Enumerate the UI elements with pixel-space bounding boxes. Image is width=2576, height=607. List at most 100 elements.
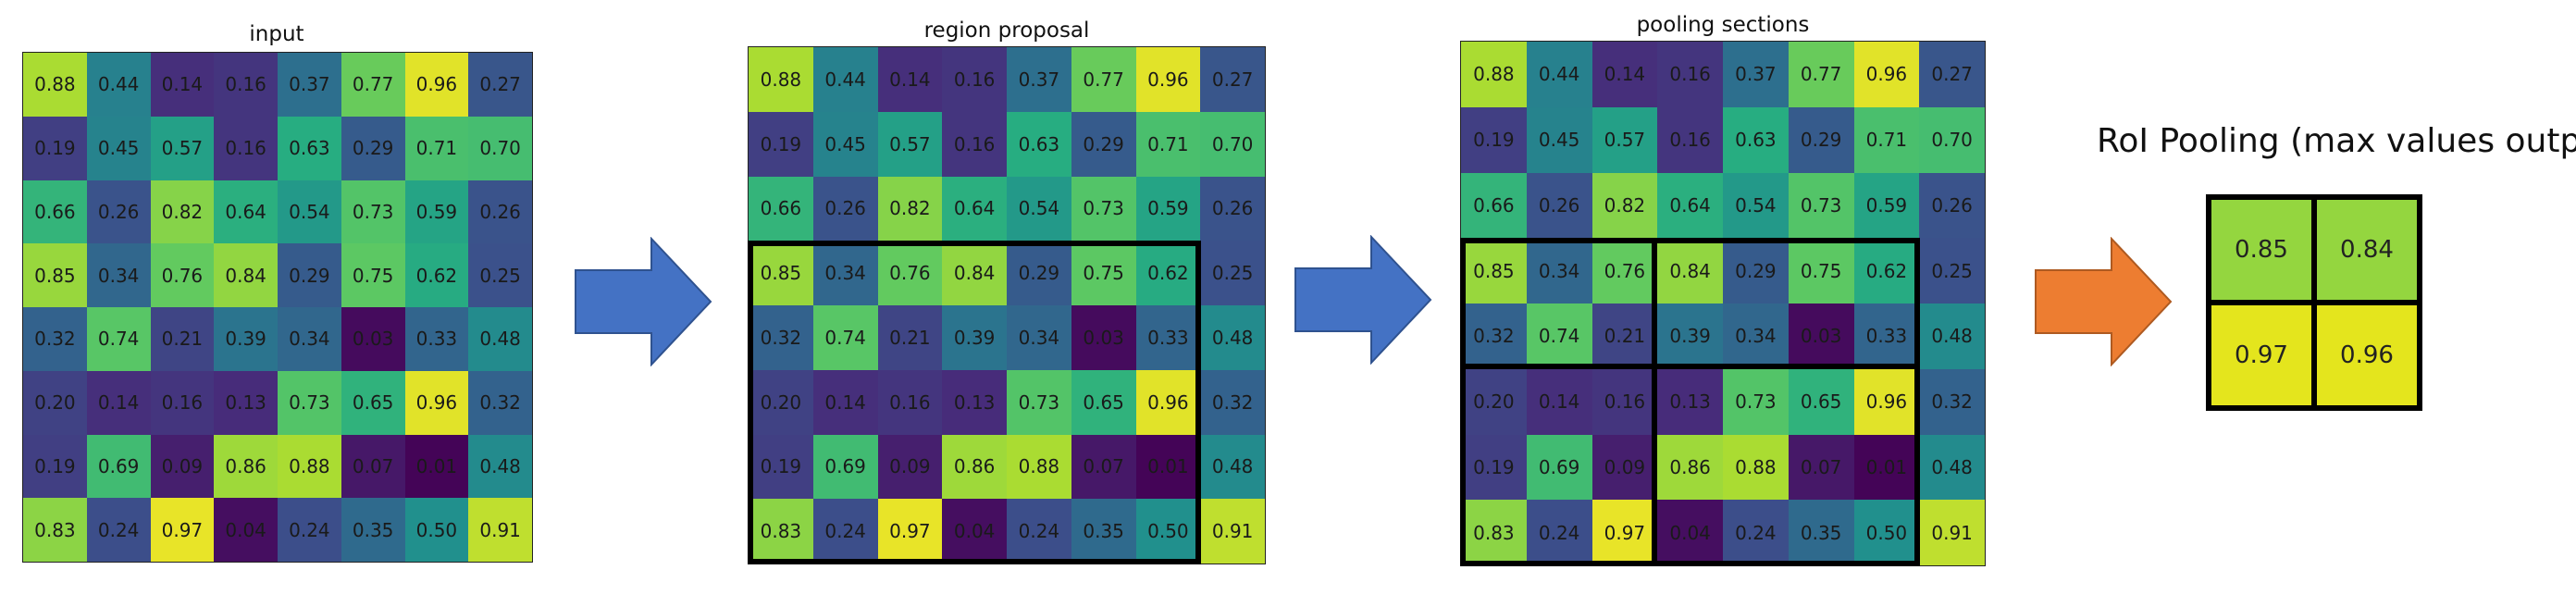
heatmap-cell: 0.74 (86, 307, 151, 371)
input-heatmap: 0.88 0.44 0.14 0.16 0.37 0.77 0.96 0.27 0.19 0.45… (22, 52, 533, 563)
heatmap-cell: 0.50 (404, 498, 469, 562)
heatmap-cell: 0.26 (1200, 176, 1265, 242)
heatmap-cell: 0.21 (1591, 304, 1658, 369)
heatmap-cell: 0.73 (1071, 176, 1136, 242)
heatmap-cell: 0.88 (23, 53, 87, 117)
heatmap-cell: 0.71 (404, 116, 469, 180)
heatmap-cell: 0.19 (23, 434, 87, 499)
output-grid: 0.85 0.84 0.97 0.96 (2206, 194, 2422, 411)
heatmap-cell: 0.25 (1200, 241, 1265, 305)
heatmap-cell: 0.01 (1135, 434, 1201, 500)
heatmap-cell: 0.26 (812, 176, 878, 242)
heatmap-cell: 0.14 (150, 53, 215, 117)
heatmap-cell: 0.65 (341, 370, 405, 435)
heatmap-cell: 0.96 (404, 53, 469, 117)
heatmap-cell: 0.24 (812, 499, 878, 564)
heatmap-cell: 0.16 (942, 111, 1007, 177)
heatmap-cell: 0.85 (749, 241, 813, 305)
heatmap-cell: 0.29 (1723, 238, 1789, 304)
heatmap-cell: 0.62 (1135, 241, 1201, 305)
heatmap-cell: 0.21 (877, 305, 943, 370)
heatmap-cell: 0.20 (749, 369, 813, 435)
heatmap-cell: 0.20 (1461, 368, 1527, 435)
heatmap-cell: 0.57 (1591, 106, 1658, 173)
output-cell: 0.84 (2317, 200, 2417, 300)
heatmap-cell: 0.71 (1135, 111, 1201, 177)
heatmap-cell: 0.33 (1135, 305, 1201, 370)
heatmap-cell: 0.27 (1919, 42, 1985, 107)
heatmap-cell: 0.04 (942, 499, 1007, 564)
heatmap-cell: 0.16 (1657, 42, 1723, 107)
heatmap-cell: 0.84 (942, 241, 1007, 305)
heatmap-cell: 0.85 (1461, 238, 1527, 304)
heatmap-cell: 0.01 (404, 434, 469, 499)
heatmap-cell: 0.77 (341, 53, 405, 117)
heatmap-cell: 0.88 (749, 47, 813, 112)
heatmap-cell: 0.75 (341, 243, 405, 307)
heatmap-cell: 0.76 (1591, 238, 1658, 304)
heatmap-cell: 0.44 (1526, 42, 1592, 107)
heatmap-cell: 0.27 (1200, 47, 1265, 112)
heatmap-cell: 0.76 (150, 243, 215, 307)
heatmap-cell: 0.91 (1200, 499, 1265, 564)
heatmap-cell: 0.33 (404, 307, 469, 371)
arrow-right-icon (1294, 235, 1432, 365)
heatmap-cell: 0.37 (1007, 47, 1071, 112)
heatmap-cell: 0.86 (942, 434, 1007, 500)
heatmap-cell: 0.50 (1853, 500, 1920, 565)
heatmap-cell: 0.14 (877, 47, 943, 112)
heatmap-cell: 0.16 (214, 116, 278, 180)
heatmap-cell: 0.97 (1591, 500, 1658, 565)
heatmap-cell: 0.77 (1071, 47, 1136, 112)
heatmap-cell: 0.64 (214, 180, 278, 244)
heatmap-cell: 0.09 (150, 434, 215, 499)
heatmap-cell: 0.35 (1788, 500, 1854, 565)
heatmap-cell: 0.73 (341, 180, 405, 244)
heatmap-cell: 0.88 (1007, 434, 1071, 500)
heatmap-cell: 0.32 (749, 305, 813, 370)
heatmap-cell: 0.04 (1657, 500, 1723, 565)
heatmap-cell: 0.54 (278, 180, 341, 244)
output-cell: 0.97 (2211, 305, 2311, 405)
arrow-right-icon (2035, 237, 2173, 366)
heatmap-cell: 0.86 (214, 434, 278, 499)
heatmap-cell: 0.13 (1657, 368, 1723, 435)
heatmap-cell: 0.54 (1723, 172, 1789, 239)
heatmap-cell: 0.39 (214, 307, 278, 371)
heatmap-cell: 0.85 (23, 243, 87, 307)
heatmap-cell: 0.04 (214, 498, 278, 562)
heatmap-cell: 0.01 (1853, 434, 1920, 501)
heatmap-cell: 0.62 (404, 243, 469, 307)
heatmap-cell: 0.48 (1919, 434, 1985, 501)
heatmap-cell: 0.59 (1853, 172, 1920, 239)
heatmap-cell: 0.63 (1723, 106, 1789, 173)
heatmap-cell: 0.82 (1591, 172, 1658, 239)
region-proposal-heatmap: 0.88 0.44 0.14 0.16 0.37 0.77 0.96 0.27 0.19 0.45… (748, 46, 1266, 564)
heatmap-cell: 0.35 (1071, 499, 1136, 564)
heatmap-cell: 0.19 (749, 434, 813, 500)
heatmap-cell: 0.96 (1853, 42, 1920, 107)
heatmap-cell: 0.34 (1526, 238, 1592, 304)
heatmap-cell: 0.65 (1071, 369, 1136, 435)
heatmap-cell: 0.59 (404, 180, 469, 244)
output-title: RoI Pooling (max values output) (2097, 122, 2576, 160)
panel-title-pooling-sections: pooling sections (1636, 13, 1810, 37)
heatmap-cell: 0.14 (812, 369, 878, 435)
heatmap-cell: 0.69 (1526, 434, 1592, 501)
heatmap-cell: 0.14 (1526, 368, 1592, 435)
heatmap-cell: 0.16 (1657, 106, 1723, 173)
heatmap-cell: 0.91 (468, 498, 532, 562)
heatmap-cell: 0.65 (1788, 368, 1854, 435)
heatmap-cell: 0.45 (86, 116, 151, 180)
heatmap-cell: 0.07 (1788, 434, 1854, 501)
heatmap-cell: 0.24 (1526, 500, 1592, 565)
heatmap-cell: 0.73 (1007, 369, 1071, 435)
heatmap-cell: 0.48 (468, 434, 532, 499)
panel-title-input: input (249, 22, 304, 46)
heatmap-cell: 0.33 (1853, 304, 1920, 369)
heatmap-cell: 0.48 (1919, 304, 1985, 369)
heatmap-cell: 0.32 (1461, 304, 1527, 369)
heatmap-cell: 0.19 (1461, 106, 1527, 173)
panel-title-region-proposal: region proposal (923, 19, 1090, 43)
heatmap-cell: 0.29 (1788, 106, 1854, 173)
